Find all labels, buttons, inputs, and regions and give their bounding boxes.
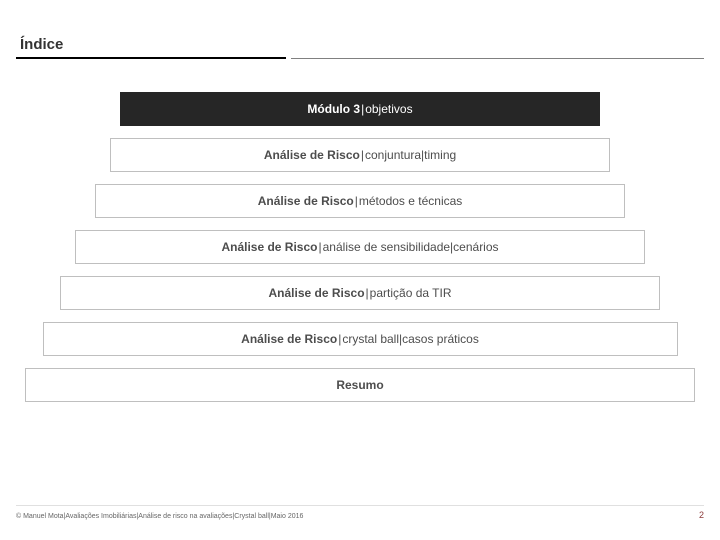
underline-thick — [16, 57, 286, 59]
index-item[interactable]: Análise de Risco|partição da TIR — [60, 276, 660, 310]
index-item[interactable]: Análise de Risco|análise de sensibilidad… — [75, 230, 645, 264]
index-list: Módulo 3|objetivos Análise de Risco|conju… — [16, 92, 704, 402]
index-item-bold: Análise de Risco — [241, 332, 337, 346]
header: Índice — [16, 36, 704, 59]
index-item-rest: conjuntura|timing — [365, 148, 456, 162]
index-item[interactable]: Análise de Risco|conjuntura|timing — [110, 138, 610, 172]
footer: © Manuel Mota|Avaliações Imobiliárias|An… — [16, 510, 704, 520]
footer-credit: © Manuel Mota|Avaliações Imobiliárias|An… — [16, 513, 303, 520]
index-item[interactable]: Módulo 3|objetivos — [120, 92, 600, 126]
index-item-bold: Resumo — [336, 378, 383, 392]
index-item-bold: Análise de Risco — [264, 148, 360, 162]
index-item-rest: partição da TIR — [370, 286, 452, 300]
index-item-rest: métodos e técnicas — [359, 194, 462, 208]
underline-thin — [291, 58, 704, 59]
index-item-rest: crystal ball|casos práticos — [342, 332, 479, 346]
index-item[interactable]: Análise de Risco|métodos e técnicas — [95, 184, 625, 218]
footer-separator — [16, 505, 704, 506]
index-item-rest: objetivos — [365, 102, 412, 116]
title-underline — [16, 57, 704, 59]
index-item[interactable]: Análise de Risco|crystal ball|casos prát… — [43, 322, 678, 356]
index-item-bold: Análise de Risco — [221, 240, 317, 254]
index-item-bold: Análise de Risco — [258, 194, 354, 208]
index-item-bold: Módulo 3 — [307, 102, 360, 116]
page-number: 2 — [699, 510, 704, 520]
index-item-bold: Análise de Risco — [269, 286, 365, 300]
index-item-rest: análise de sensibilidade|cenários — [323, 240, 499, 254]
index-item[interactable]: Resumo — [25, 368, 695, 402]
page-title: Índice — [16, 36, 704, 57]
